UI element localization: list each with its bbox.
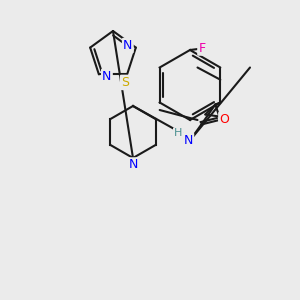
Text: O: O [219, 113, 229, 126]
Text: N: N [128, 158, 138, 172]
Text: N: N [102, 70, 112, 83]
Text: N: N [123, 39, 133, 52]
Text: N: N [184, 134, 193, 147]
Text: S: S [121, 76, 129, 89]
Text: H: H [174, 128, 182, 139]
Text: F: F [198, 41, 206, 55]
